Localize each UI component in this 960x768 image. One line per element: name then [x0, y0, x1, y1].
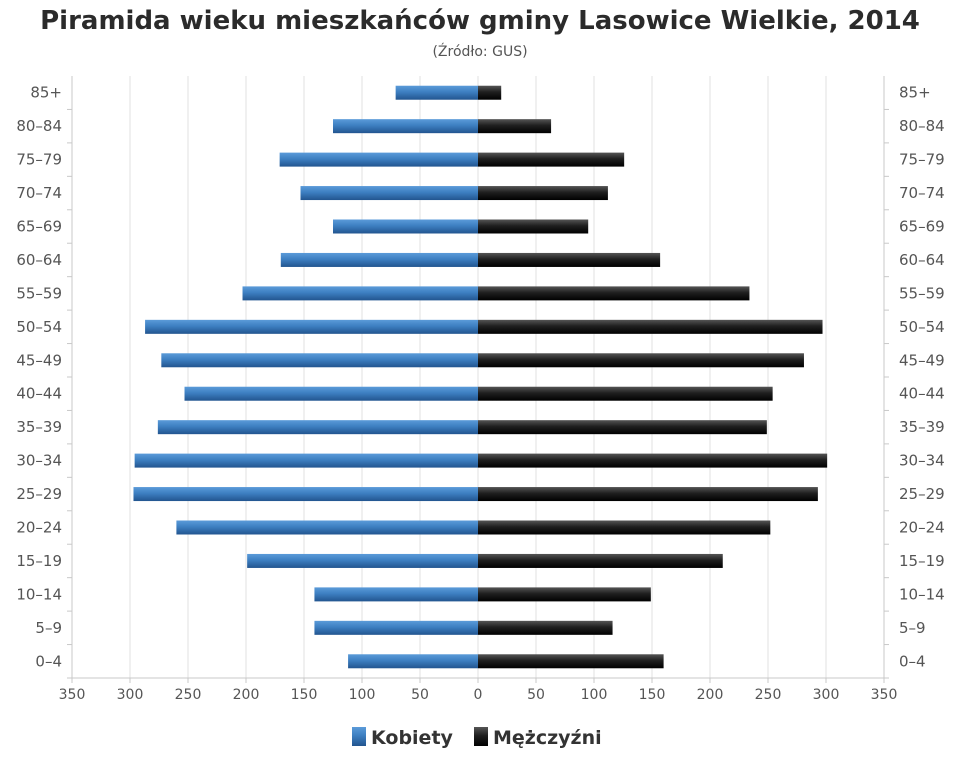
- category-label-right: 45–49: [899, 351, 945, 369]
- x-tick-label: 100: [581, 687, 608, 703]
- category-label-left: 35–39: [16, 418, 62, 436]
- bar-mezczyzni: [478, 119, 552, 134]
- category-label-right: 5–9: [899, 619, 926, 637]
- bar-mezczyzni: [478, 654, 664, 669]
- bar-mezczyzni: [478, 420, 767, 435]
- x-tick-label: 100: [349, 687, 376, 703]
- category-label-right: 30–34: [899, 452, 945, 470]
- category-label-right: 70–74: [899, 184, 945, 202]
- category-label-left: 75–79: [16, 151, 62, 169]
- bar-kobiety: [134, 453, 478, 468]
- bar-kobiety: [300, 186, 478, 201]
- bar-mezczyzni: [478, 186, 608, 201]
- bar-mezczyzni: [478, 85, 502, 100]
- category-label-left: 65–69: [16, 218, 62, 236]
- category-label-right: 40–44: [899, 385, 945, 403]
- category-label-right: 85+: [899, 84, 931, 102]
- category-label-right: 20–24: [899, 519, 945, 537]
- category-label-right: 80–84: [899, 117, 945, 135]
- category-label-left: 80–84: [16, 117, 62, 135]
- bar-mezczyzni: [478, 386, 773, 401]
- chart-title: Piramida wieku mieszkańców gminy Lasowic…: [40, 6, 920, 36]
- legend-swatch-kobiety: [352, 727, 366, 746]
- x-tick-label: 200: [233, 687, 260, 703]
- bar-mezczyzni: [478, 553, 723, 568]
- bar-mezczyzni: [478, 587, 651, 602]
- category-label-left: 20–24: [16, 519, 62, 537]
- bar-mezczyzni: [478, 219, 589, 234]
- bar-kobiety: [133, 487, 479, 502]
- category-label-right: 15–19: [899, 552, 945, 570]
- bar-kobiety: [395, 85, 478, 100]
- category-label-right: 60–64: [899, 251, 945, 269]
- bar-mezczyzni: [478, 453, 828, 468]
- category-label-left: 15–19: [16, 552, 62, 570]
- bar-mezczyzni: [478, 286, 750, 301]
- bar-kobiety: [176, 520, 478, 535]
- bar-kobiety: [184, 386, 478, 401]
- category-label-left: 85+: [30, 84, 62, 102]
- category-label-left: 60–64: [16, 251, 62, 269]
- category-label-right: 75–79: [899, 151, 945, 169]
- bar-kobiety: [242, 286, 478, 301]
- x-tick-label: 150: [639, 687, 666, 703]
- bar-mezczyzni: [478, 620, 613, 635]
- legend: Kobiety Mężczyźni: [352, 727, 602, 749]
- x-tick-label: 250: [755, 687, 782, 703]
- bar-mezczyzni: [478, 520, 771, 535]
- category-label-left: 70–74: [16, 184, 62, 202]
- x-tick-label: 200: [697, 687, 724, 703]
- category-label-right: 65–69: [899, 218, 945, 236]
- legend-label-mezczyzni: Mężczyźni: [493, 727, 602, 749]
- category-label-left: 10–14: [16, 585, 62, 603]
- bar-kobiety: [280, 252, 478, 267]
- bar-kobiety: [333, 119, 478, 134]
- category-label-right: 50–54: [899, 318, 945, 336]
- bar-kobiety: [348, 654, 478, 669]
- x-tick-label: 0: [474, 687, 483, 703]
- legend-label-kobiety: Kobiety: [371, 727, 454, 749]
- bar-mezczyzni: [478, 152, 625, 167]
- category-label-left: 30–34: [16, 452, 62, 470]
- bar-mezczyzni: [478, 487, 818, 502]
- x-tick-label: 250: [175, 687, 202, 703]
- category-label-left: 0–4: [35, 652, 62, 670]
- category-label-left: 40–44: [16, 385, 62, 403]
- category-label-right: 10–14: [899, 585, 945, 603]
- category-label-left: 55–59: [16, 284, 62, 302]
- category-label-left: 50–54: [16, 318, 62, 336]
- category-label-right: 55–59: [899, 284, 945, 302]
- x-tick-label: 300: [813, 687, 840, 703]
- bar-kobiety: [157, 420, 478, 435]
- category-label-left: 5–9: [35, 619, 62, 637]
- bar-kobiety: [314, 620, 478, 635]
- x-tick-label: 150: [291, 687, 318, 703]
- bar-kobiety: [145, 319, 478, 334]
- bar-mezczyzni: [478, 353, 804, 368]
- bar-mezczyzni: [478, 252, 661, 267]
- category-label-right: 0–4: [899, 652, 926, 670]
- bar-mezczyzni: [478, 319, 823, 334]
- legend-swatch-mezczyzni: [474, 727, 488, 746]
- x-tick-label: 50: [411, 687, 429, 703]
- bar-kobiety: [333, 219, 478, 234]
- x-tick-label: 350: [59, 687, 86, 703]
- category-label-right: 25–29: [899, 485, 945, 503]
- bar-kobiety: [161, 353, 478, 368]
- bar-kobiety: [279, 152, 478, 167]
- x-tick-label: 300: [117, 687, 144, 703]
- x-tick-label: 50: [527, 687, 545, 703]
- x-tick-label: 350: [871, 687, 898, 703]
- chart-subtitle: (Źródło: GUS): [432, 44, 528, 60]
- category-label-left: 25–29: [16, 485, 62, 503]
- bar-kobiety: [247, 553, 478, 568]
- bar-kobiety: [314, 587, 478, 602]
- category-label-right: 35–39: [899, 418, 945, 436]
- category-label-left: 45–49: [16, 351, 62, 369]
